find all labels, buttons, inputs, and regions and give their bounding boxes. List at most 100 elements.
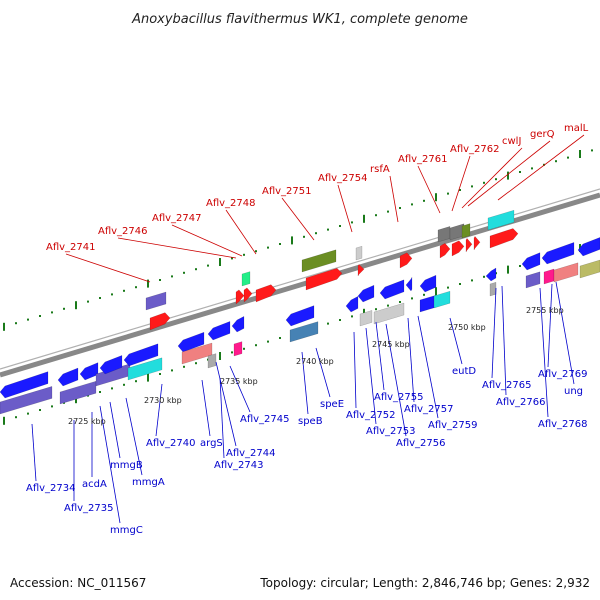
reverse-gene-label: speE — [320, 399, 344, 410]
forward-gene-label: Aflv_2754 — [318, 173, 368, 184]
gene-feature — [461, 223, 471, 239]
label-leader-line — [65, 253, 151, 283]
label-leader-line — [125, 397, 143, 476]
label-leader-line — [219, 377, 225, 459]
reverse-gene-label: Aflv_2759 — [428, 420, 478, 431]
gene-feature — [241, 271, 251, 287]
gene-feature — [451, 240, 465, 257]
gene-feature — [419, 274, 437, 293]
gene-feature — [543, 268, 555, 285]
label-leader-line — [225, 209, 257, 255]
label-leader-line — [301, 351, 309, 415]
reverse-gene-label: argS — [200, 438, 223, 449]
forward-gene-label: malL — [564, 123, 589, 134]
label-leader-line — [451, 155, 471, 212]
label-leader-line — [215, 361, 237, 447]
label-leader-line — [389, 175, 399, 223]
label-leader-line — [337, 184, 353, 233]
gene-feature — [487, 209, 515, 231]
gene-feature — [57, 367, 79, 387]
gene-feature — [489, 228, 519, 249]
label-leader-line — [353, 331, 357, 409]
gene-feature — [579, 259, 600, 279]
label-leader-line — [449, 317, 463, 365]
gene-feature — [145, 291, 167, 311]
reverse-gene-label: Aflv_2744 — [226, 448, 276, 459]
forward-gene-label: Aflv_2761 — [398, 154, 448, 165]
scale-label: 2725 kbp — [68, 417, 106, 426]
gene-feature — [439, 242, 451, 259]
reverse-gene-label: acdA — [82, 479, 107, 490]
gene-feature — [301, 249, 337, 273]
gene-feature — [59, 380, 97, 405]
label-leader-line — [461, 147, 523, 209]
gene-feature — [489, 281, 497, 297]
label-leader-line — [117, 237, 237, 259]
reverse-gene-label: mmgC — [110, 525, 143, 536]
gene-feature — [379, 279, 405, 300]
gene-feature — [359, 310, 373, 327]
gene-feature — [127, 357, 163, 381]
label-leader-line — [407, 317, 415, 403]
reverse-gene-label: Aflv_2752 — [346, 410, 396, 421]
gene-feature — [521, 252, 541, 271]
gene-feature — [255, 284, 277, 303]
reverse-gene-label: Aflv_2756 — [396, 438, 446, 449]
reverse-gene-label: ung — [564, 386, 583, 397]
gene-feature — [0, 371, 49, 399]
reverse-gene-label: Aflv_2755 — [374, 392, 424, 403]
gene-feature — [433, 290, 451, 309]
reverse-gene-label: Aflv_2757 — [404, 404, 454, 415]
scale-label: 2755 kbp — [526, 306, 564, 315]
label-leader-line — [417, 165, 441, 214]
label-leader-line — [539, 287, 549, 418]
gene-feature — [177, 331, 205, 353]
gene-feature — [99, 355, 123, 375]
gene-feature — [149, 312, 171, 331]
gene-feature — [235, 289, 245, 305]
label-leader-line — [109, 401, 121, 459]
map-title: Anoxybacillus flavithermus WK1, complete… — [131, 12, 468, 27]
reverse-gene-label: Aflv_2735 — [64, 503, 114, 514]
gene-feature — [207, 353, 217, 369]
reverse-gene-labels: Aflv_2734 Aflv_2735 acdA mmgC mmgB mmgA Aflv_2… — [26, 366, 588, 536]
label-leader-line — [417, 315, 439, 419]
label-leader-line — [491, 287, 497, 379]
label-leader-line — [201, 379, 211, 437]
forward-gene-label: Aflv_2741 — [46, 242, 96, 253]
gene-feature — [79, 362, 99, 381]
gene-feature — [123, 343, 159, 367]
gene-feature — [233, 341, 243, 357]
reverse-gene-label: Aflv_2766 — [496, 397, 546, 408]
forward-gene-label: Aflv_2748 — [206, 198, 256, 209]
reverse-gene-label: speB — [298, 416, 323, 427]
label-leader-line — [99, 405, 121, 524]
accession-label: Accession: NC_011567 — [10, 576, 147, 590]
label-leader-line — [385, 323, 407, 437]
reverse-gene-label: Aflv_2740 — [146, 438, 196, 449]
scale-label: 2745 kbp — [372, 340, 410, 349]
reverse-gene-label: Aflv_2768 — [538, 419, 588, 430]
gene-feature — [231, 315, 245, 333]
gene-feature — [357, 284, 375, 303]
gene-feature — [473, 235, 481, 251]
forward-gene-label: gerQ — [530, 129, 555, 140]
gene-feature — [243, 287, 253, 303]
gene-feature — [357, 263, 365, 277]
label-leader-line — [155, 383, 163, 437]
reverse-gene-label: Aflv_2743 — [214, 460, 264, 471]
gene-feature — [289, 321, 319, 343]
forward-gene-label: rsfA — [370, 164, 390, 175]
gene-feature — [373, 302, 405, 325]
reverse-gene-label: Aflv_2753 — [366, 426, 416, 437]
label-leader-line — [547, 283, 553, 368]
forward-gene-label: Aflv_2751 — [262, 186, 312, 197]
scale-label: 2735 kbp — [220, 377, 258, 386]
label-leader-line — [171, 224, 243, 257]
forward-gene-label: Aflv_2762 — [450, 144, 500, 155]
gene-feature — [285, 305, 315, 327]
reverse-gene-label: Aflv_2765 — [482, 380, 532, 391]
reverse-gene-label: eutD — [452, 366, 476, 377]
